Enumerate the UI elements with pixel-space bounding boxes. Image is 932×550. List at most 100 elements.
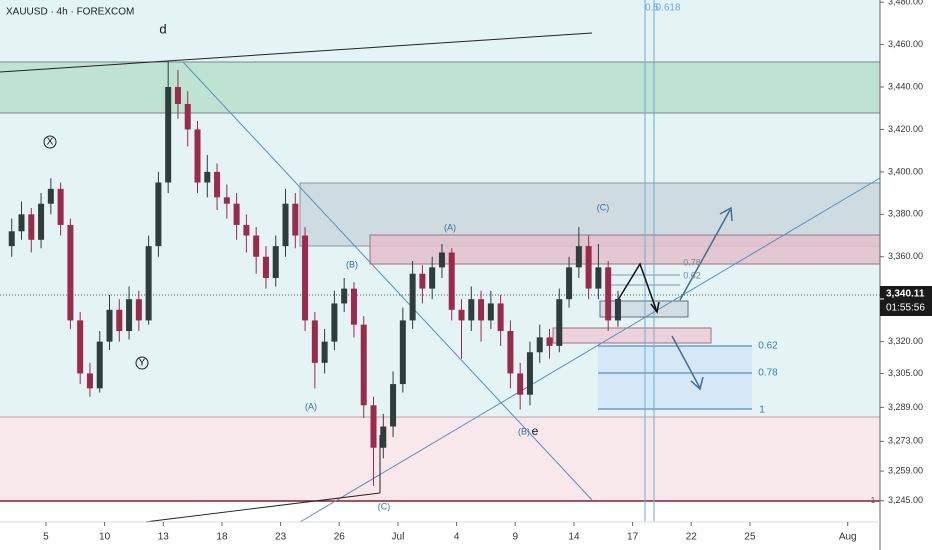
trend-line: [182, 61, 593, 501]
candle-body: [331, 303, 338, 342]
annotation: X: [47, 137, 54, 148]
candle-body: [155, 182, 162, 247]
candle-body: [116, 309, 123, 332]
candle-body: [614, 298, 621, 321]
y-tick-label: 3,245.00: [888, 495, 923, 505]
candle-body: [409, 273, 416, 321]
candle-body: [585, 246, 592, 289]
x-tick-label: 23: [275, 532, 287, 543]
x-tick-label: 13: [158, 532, 170, 543]
arrow-head: [650, 301, 660, 314]
candle-body: [135, 299, 142, 321]
box-pink: [552, 327, 712, 344]
candle-body: [86, 373, 93, 389]
y-tick-label: 3,360.00: [888, 251, 923, 261]
y-tick-label: 3,400.00: [888, 166, 923, 176]
annotation: 0.618: [655, 3, 680, 14]
arrow-head: [719, 206, 733, 222]
candle-body: [566, 267, 573, 300]
candle-body: [438, 252, 445, 268]
x-tick-label: 5: [43, 532, 49, 543]
candle-body: [204, 171, 211, 183]
candle-body: [341, 288, 348, 304]
fib-box: [598, 346, 752, 410]
candle-body: [28, 214, 35, 240]
candle-body: [223, 197, 230, 204]
x-tick-label: 26: [334, 532, 346, 543]
candle-body: [478, 299, 485, 321]
candle-body: [536, 337, 543, 353]
annotation: (C): [597, 202, 610, 212]
annotation: 0.5: [645, 3, 659, 14]
box-gray: [599, 300, 689, 318]
y-tick-label: 3,259.00: [888, 465, 923, 475]
annotation: e: [532, 424, 539, 438]
annotation: d: [159, 21, 166, 36]
candle-body: [399, 320, 406, 385]
candle-body: [605, 267, 612, 321]
candle-body: [18, 214, 25, 232]
candle-body: [96, 341, 103, 389]
wave-circle: [43, 135, 57, 149]
candle-body: [575, 246, 582, 268]
annotation: Y: [139, 358, 146, 369]
zone-green: [0, 62, 880, 113]
trend-line: [299, 177, 881, 523]
candle-body: [595, 267, 602, 289]
candle-body: [77, 320, 84, 374]
path-arrow: [679, 209, 731, 301]
candle-body: [517, 373, 524, 395]
candle-body: [429, 267, 436, 289]
candle-body: [350, 288, 357, 325]
annotation: (A): [444, 222, 456, 232]
candle-body: [487, 303, 494, 321]
x-tick-label: 25: [744, 532, 756, 543]
candle-body: [262, 256, 269, 278]
y-tick-label: 3,440.00: [888, 81, 923, 91]
y-tick-label: 3,289.00: [888, 402, 923, 412]
y-tick-label: 3,320.00: [888, 336, 923, 346]
path-arrow: [617, 262, 658, 313]
candle-body: [57, 188, 64, 225]
candle-body: [292, 203, 299, 236]
candle-body: [214, 171, 221, 198]
y-tick-label: 3,273.00: [888, 436, 923, 446]
candle-body: [174, 87, 181, 104]
countdown: 01:55:56: [886, 303, 925, 314]
candle-body: [497, 303, 504, 332]
x-tick-label: 17: [627, 532, 639, 543]
annotation: 0.78: [758, 368, 778, 379]
x-tick-label: Jul: [392, 532, 405, 543]
annotation: 0.62: [758, 341, 778, 352]
candle-body: [184, 103, 191, 130]
x-tick-label: 18: [216, 532, 228, 543]
annotation: (B): [346, 259, 358, 269]
candle-body: [272, 246, 279, 278]
x-tick-label: Aug: [839, 532, 857, 543]
candle-body: [38, 203, 45, 240]
candle-body: [311, 320, 318, 363]
candle-body: [526, 352, 533, 395]
candle-body: [253, 235, 260, 257]
zone-pink: [369, 234, 881, 265]
x-tick-label: 14: [568, 532, 580, 543]
y-tick-label: 3,460.00: [888, 39, 923, 49]
candle-body: [233, 203, 240, 225]
path-arrow: [671, 335, 701, 389]
candle-body: [282, 203, 289, 247]
annotation: 0.78: [683, 257, 701, 267]
candle-body: [419, 273, 426, 289]
annotation: (C): [378, 501, 391, 511]
candle-body: [145, 246, 152, 321]
candle-body: [458, 309, 465, 321]
candle-body: [507, 331, 514, 374]
candle-body: [8, 231, 15, 247]
x-tick-label: 22: [686, 532, 698, 543]
candle-body: [47, 188, 54, 204]
y-tick-label: 3,380.00: [888, 209, 923, 219]
x-tick-label: 4: [454, 532, 460, 543]
time-axis: [0, 522, 880, 550]
candle-body: [302, 235, 309, 321]
annotation: (B): [518, 426, 530, 436]
candles: [8, 61, 621, 486]
